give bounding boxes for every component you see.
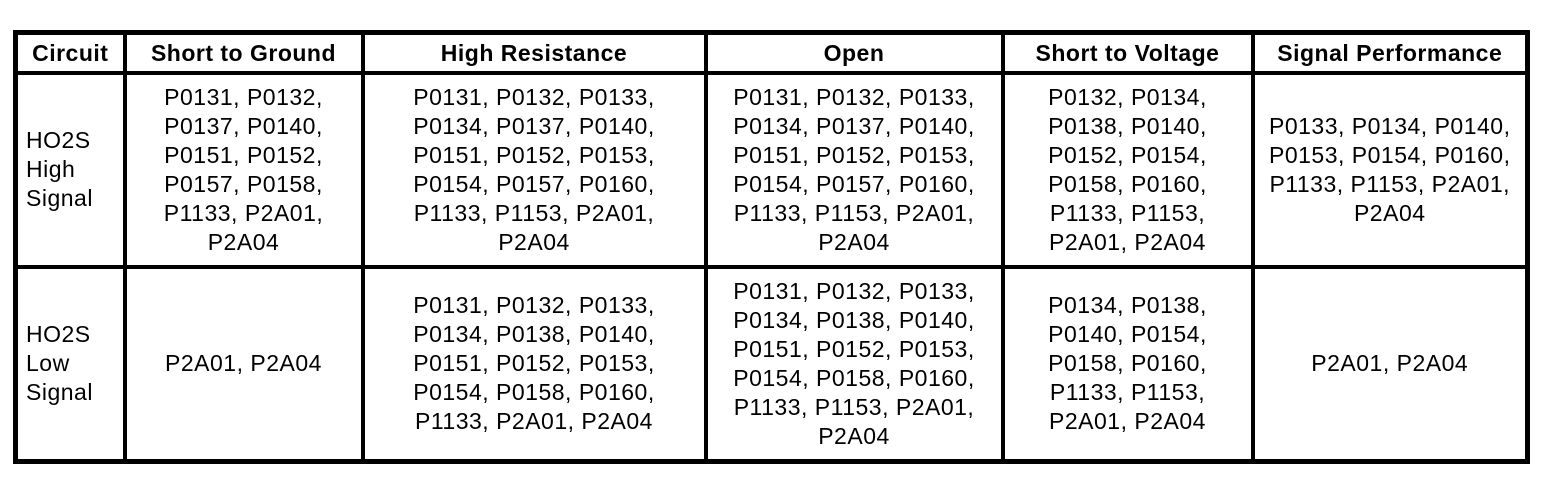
- cell-low-open: P0131, P0132, P0133, P0134, P0138, P0140…: [703, 264, 1005, 463]
- table-row-ho2s-low-signal: HO2S Low Signal P2A01, P2A04 P0131, P013…: [13, 264, 1530, 463]
- cell-low-signal-performance: P2A01, P2A04: [1250, 264, 1530, 463]
- cell-low-high-resistance: P0131, P0132, P0133, P0134, P0138, P0140…: [360, 264, 708, 463]
- table-header-row: Circuit Short to Ground High Resistance …: [13, 30, 1530, 75]
- cell-low-circuit: HO2S Low Signal: [13, 264, 127, 463]
- cell-high-short-to-voltage: P0132, P0134, P0138, P0140, P0152, P0154…: [1000, 70, 1255, 269]
- cell-low-short-to-voltage: P0134, P0138, P0140, P0154, P0158, P0160…: [1000, 264, 1255, 463]
- dtc-table-container: Circuit Short to Ground High Resistance …: [13, 30, 1530, 464]
- cell-high-short-to-ground: P0131, P0132, P0137, P0140, P0151, P0152…: [122, 70, 365, 269]
- column-header-open: Open: [703, 30, 1005, 75]
- table-row-ho2s-high-signal: HO2S High Signal P0131, P0132, P0137, P0…: [13, 70, 1530, 269]
- column-header-short-to-ground: Short to Ground: [122, 30, 365, 75]
- cell-high-signal-performance: P0133, P0134, P0140, P0153, P0154, P0160…: [1250, 70, 1530, 269]
- dtc-table: Circuit Short to Ground High Resistance …: [13, 30, 1530, 464]
- column-header-circuit: Circuit: [13, 30, 127, 75]
- cell-high-open: P0131, P0132, P0133, P0134, P0137, P0140…: [703, 70, 1005, 269]
- cell-high-circuit: HO2S High Signal: [13, 70, 127, 269]
- cell-low-short-to-ground: P2A01, P2A04: [122, 264, 365, 463]
- column-header-high-resistance: High Resistance: [360, 30, 708, 75]
- cell-high-high-resistance: P0131, P0132, P0133, P0134, P0137, P0140…: [360, 70, 708, 269]
- column-header-signal-performance: Signal Performance: [1250, 30, 1530, 75]
- column-header-short-to-voltage: Short to Voltage: [1000, 30, 1255, 75]
